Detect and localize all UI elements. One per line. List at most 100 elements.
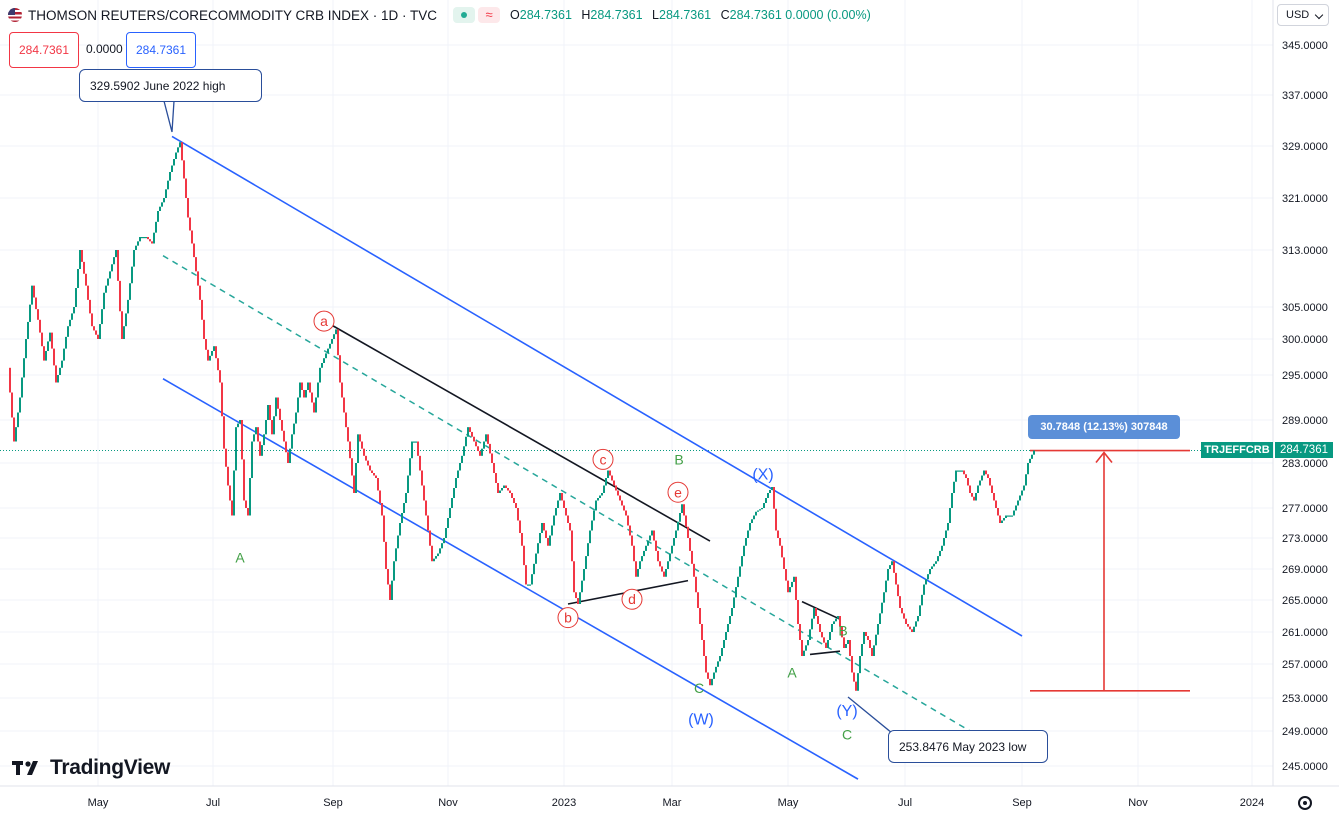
candle [547, 538, 549, 546]
candle [827, 640, 829, 648]
candle [549, 535, 551, 546]
candle [1019, 495, 1021, 501]
candle [907, 624, 909, 627]
candle [557, 500, 559, 508]
candle [295, 412, 297, 424]
candle [563, 500, 565, 508]
candle [11, 392, 13, 418]
tradingview-logo[interactable]: TradingView [12, 756, 170, 780]
candle [279, 408, 281, 420]
candle [439, 548, 441, 554]
high-callout[interactable]: 329.5902 June 2022 high [79, 69, 262, 102]
candle [101, 309, 103, 325]
low-callout[interactable]: 253.8476 May 2023 low [888, 730, 1048, 763]
price-tick-label: 269.0000 [1282, 564, 1328, 576]
candle [905, 618, 907, 624]
candle [939, 550, 941, 557]
candle [337, 329, 339, 356]
candle [73, 307, 75, 314]
candle [133, 250, 135, 267]
candle [483, 441, 485, 449]
candle [713, 672, 715, 679]
candle [223, 416, 225, 449]
candle [401, 513, 403, 523]
candle [345, 412, 347, 428]
candle [601, 493, 603, 496]
candle [883, 592, 885, 603]
drawing-channel-upper [171, 135, 1023, 637]
currency-select[interactable]: USD [1277, 4, 1329, 26]
candle [953, 481, 955, 493]
candle [15, 427, 17, 442]
price-tick-label: 321.0000 [1282, 193, 1328, 205]
candle [747, 530, 749, 538]
candle [83, 261, 85, 274]
candle [677, 521, 679, 531]
wave-icon[interactable]: ≈ [478, 7, 501, 23]
candle [873, 645, 875, 656]
candle [917, 616, 919, 622]
candle [803, 650, 805, 656]
buy-button[interactable]: 284.7361 [126, 32, 196, 68]
candle [663, 571, 665, 577]
candle [269, 405, 271, 420]
candle [425, 500, 427, 516]
candle [933, 563, 935, 567]
spread-value: 0.0000 [86, 42, 123, 56]
candle [639, 561, 641, 569]
wave-label: c [600, 451, 607, 467]
candle [333, 334, 335, 339]
candle [859, 656, 861, 674]
settings-gear-icon[interactable] [1298, 796, 1312, 810]
price-tick-label: 305.0000 [1282, 302, 1328, 314]
candle [607, 470, 609, 478]
candle [657, 550, 659, 562]
candle [769, 490, 771, 493]
candle [95, 330, 97, 335]
candle [871, 648, 873, 656]
candle [445, 528, 447, 538]
candle [755, 511, 757, 516]
candle [31, 285, 33, 305]
time-tick-label: May [88, 797, 109, 809]
candle [841, 626, 843, 638]
candle [593, 510, 595, 521]
candle [739, 566, 741, 577]
candle [899, 596, 901, 608]
candle [689, 538, 691, 551]
candle [741, 556, 743, 567]
candle [367, 460, 369, 466]
time-tick-label: Nov [438, 797, 458, 809]
candle [809, 629, 811, 640]
candle [565, 508, 567, 516]
candle [373, 473, 375, 476]
candle [341, 382, 343, 398]
symbol-title[interactable]: THOMSON REUTERS/CORECOMMODITY CRB INDEX … [28, 7, 438, 23]
candle [633, 545, 635, 562]
candle [849, 640, 851, 656]
candle [1021, 490, 1023, 496]
sell-button[interactable]: 284.7361 [9, 32, 79, 68]
candle [263, 434, 265, 446]
measure-label[interactable]: 30.7848 (12.13%) 307848 [1028, 415, 1180, 439]
candle [245, 500, 247, 508]
candle [139, 237, 141, 242]
candle [721, 648, 723, 656]
candle [719, 656, 721, 662]
candle [17, 412, 19, 428]
time-tick-label: 2024 [1240, 797, 1264, 809]
candle [555, 508, 557, 516]
market-open-icon[interactable] [453, 7, 476, 23]
low-callout-pointer [847, 696, 893, 734]
candle [241, 420, 243, 460]
candle [57, 375, 59, 383]
candle [265, 420, 267, 435]
candle [767, 493, 769, 498]
candle [1011, 515, 1013, 517]
wave-label: A [235, 549, 245, 565]
candle [851, 656, 853, 673]
candle [821, 632, 823, 638]
candle [971, 493, 973, 497]
candle [407, 475, 409, 493]
